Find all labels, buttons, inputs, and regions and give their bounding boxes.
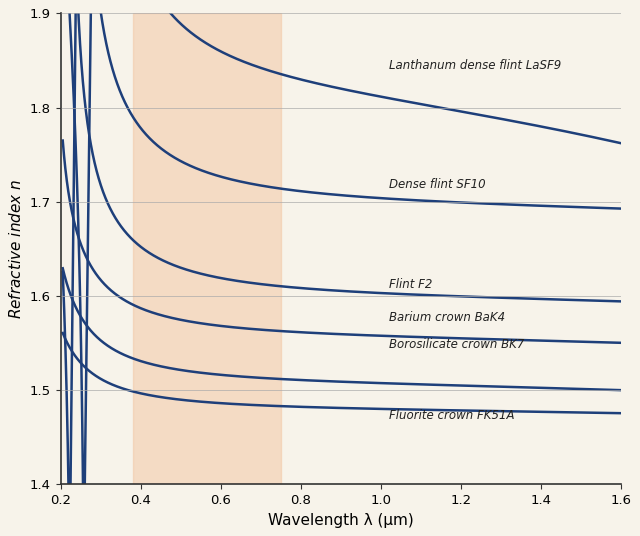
- Text: Barium crown BaK4: Barium crown BaK4: [389, 311, 505, 324]
- X-axis label: Wavelength λ (μm): Wavelength λ (μm): [268, 512, 414, 527]
- Bar: [132, 13, 281, 485]
- Y-axis label: Refractive index $n$: Refractive index $n$: [8, 178, 24, 319]
- Text: Lanthanum dense flint LaSF9: Lanthanum dense flint LaSF9: [389, 58, 561, 72]
- Text: Flint F2: Flint F2: [389, 278, 433, 291]
- Text: Borosilicate crown BK7: Borosilicate crown BK7: [389, 338, 524, 352]
- Text: Dense flint SF10: Dense flint SF10: [389, 178, 486, 191]
- Text: Fluorite crown FK51A: Fluorite crown FK51A: [389, 409, 515, 422]
